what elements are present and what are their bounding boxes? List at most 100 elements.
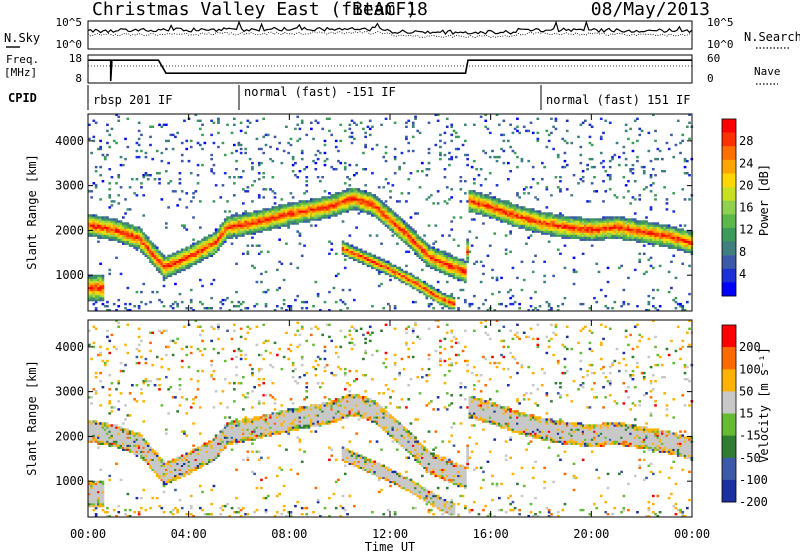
power-cell [430, 302, 433, 306]
power-cell [654, 234, 657, 237]
power-cell [201, 246, 204, 249]
power-cell [622, 196, 626, 199]
power-cell [547, 214, 551, 217]
power-cell [416, 129, 420, 133]
power-cell [633, 236, 637, 239]
power-cell [504, 210, 508, 213]
power-cell [199, 300, 202, 304]
velocity-cell [115, 347, 118, 351]
power-cell [593, 226, 596, 229]
power-cell [119, 238, 123, 241]
power-cell [398, 234, 401, 237]
power-cell [554, 127, 558, 131]
power-cell [543, 230, 546, 233]
power-cell [595, 238, 599, 241]
power-cell [577, 218, 580, 221]
power-cell [676, 238, 680, 241]
power-cell [291, 163, 295, 167]
power-cell [101, 274, 105, 278]
power-cell [488, 202, 492, 205]
power-cell [407, 250, 411, 254]
power-cell [160, 266, 164, 270]
power-cell [300, 206, 304, 209]
velocity-cell [101, 422, 105, 425]
power-cell [518, 302, 521, 306]
power-cell [133, 236, 136, 239]
power-cell [575, 216, 578, 219]
power-cell [228, 228, 232, 231]
power-cell [572, 226, 576, 229]
power-cell [266, 288, 270, 292]
power-cell [384, 220, 388, 223]
power-cell [556, 248, 560, 251]
power-cell [450, 296, 454, 300]
velocity-cell [122, 448, 125, 451]
power-cell [418, 244, 422, 247]
power-cell [672, 244, 676, 247]
power-cell [235, 212, 238, 215]
velocity-cell [103, 424, 107, 427]
power-cell [233, 230, 236, 233]
power-cell [500, 133, 503, 137]
power-cell [387, 212, 390, 215]
power-cell [511, 212, 515, 215]
power-cell [264, 226, 268, 229]
power-cell [586, 226, 589, 229]
power-cell [219, 232, 223, 235]
power-cell [396, 274, 399, 278]
power-cell [425, 254, 429, 258]
power-ytick-label: 4000 [55, 134, 84, 148]
power-cell [563, 151, 567, 155]
power-cell [162, 256, 166, 260]
power-cell [355, 200, 358, 203]
power-cell [92, 222, 96, 225]
power-cell [636, 222, 639, 225]
power-cell [464, 276, 467, 280]
power-cell [387, 224, 390, 227]
power-cell [554, 176, 558, 179]
power-cell [652, 168, 655, 171]
power-cell [565, 141, 569, 145]
power-cell [409, 216, 413, 219]
power-cell [350, 256, 354, 260]
velocity-cell [117, 380, 121, 383]
power-cell [477, 198, 481, 201]
power-cell [266, 218, 270, 221]
power-cell [414, 248, 417, 251]
power-cell [640, 238, 644, 241]
power-cell [167, 161, 170, 165]
power-cell [223, 226, 227, 229]
power-cell [398, 274, 401, 278]
power-cell [473, 200, 476, 203]
power-cell [276, 208, 279, 211]
power-cell [384, 260, 388, 264]
power-cell [287, 218, 290, 221]
power-cell [541, 218, 544, 221]
power-cell [262, 214, 266, 217]
power-cell [171, 258, 175, 262]
power-cell [88, 290, 91, 294]
power-cell [400, 272, 404, 276]
power-cell [391, 270, 395, 274]
power-cell [382, 307, 386, 310]
power-cell [155, 258, 159, 262]
power-cell [162, 258, 166, 262]
power-cell [432, 262, 435, 266]
velocity-cell [110, 333, 114, 337]
power-cell [126, 228, 130, 231]
power-cell [94, 224, 98, 227]
power-cell [189, 172, 193, 175]
power-cell [348, 190, 352, 193]
power-cell [160, 159, 164, 163]
power-cell [94, 184, 98, 187]
power-cell [550, 220, 553, 223]
power-cell [99, 220, 102, 223]
power-cell [276, 206, 279, 209]
power-cell [126, 208, 130, 211]
power-cell [334, 145, 338, 149]
power-cell [355, 192, 358, 195]
power-cell [595, 220, 599, 223]
power-cell [298, 220, 302, 223]
power-cell [94, 218, 98, 221]
